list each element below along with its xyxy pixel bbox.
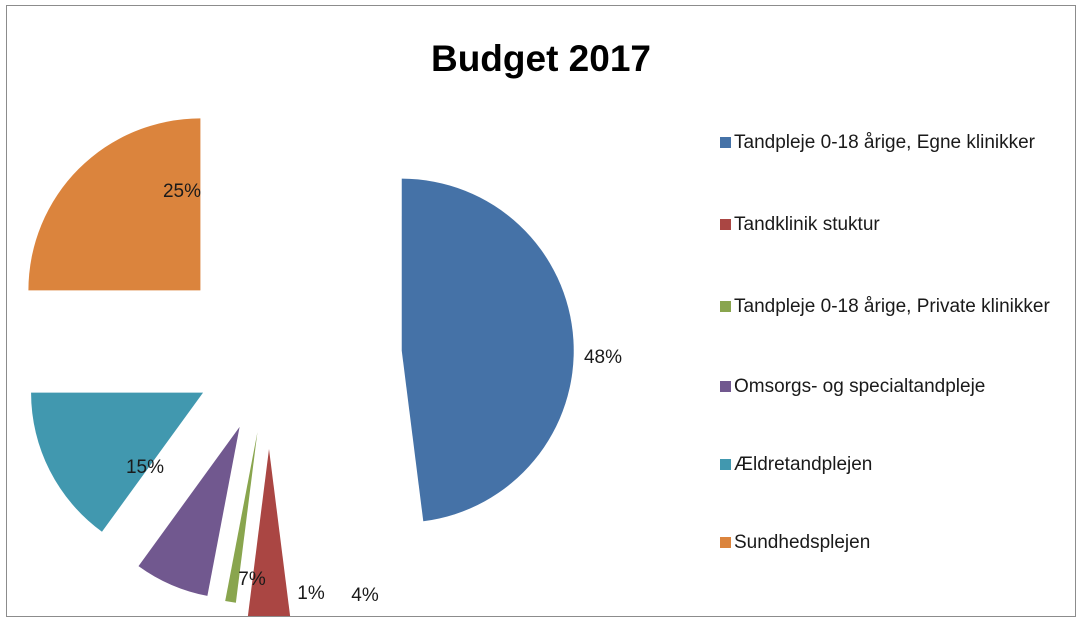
pie-slice-5 <box>31 392 204 532</box>
legend-item-6: Sundhedsplejen <box>720 530 1070 556</box>
legend-label: Tandpleje 0-18 årige, Private klinikker <box>734 296 1050 317</box>
pie-chart: 48% 4% 1% 7% 15% 25% <box>28 118 622 616</box>
legend-item-1: Tandpleje 0-18 årige, Egne klinikker <box>720 130 1070 156</box>
slice-label-5: 15% <box>126 457 164 478</box>
legend-swatch <box>720 459 731 470</box>
legend-label: Omsorgs- og specialtandpleje <box>734 376 986 397</box>
pie-slice-1 <box>401 178 574 522</box>
pie-slice-3 <box>225 432 258 603</box>
legend-item-3: Tandpleje 0-18 årige, Private klinikker <box>720 294 1070 320</box>
slice-label-2: 4% <box>351 585 379 606</box>
legend-label: Ældretandplejen <box>734 454 873 475</box>
chart-title: Budget 2017 <box>430 38 651 79</box>
legend-item-5: Ældretandplejen <box>720 452 1070 478</box>
legend-swatch <box>720 381 731 392</box>
slice-label-6: 25% <box>163 181 201 202</box>
chart-area: Budget 2017 48% 4% 1% 7% 15% 25% Tandpleje 0-… <box>6 5 1076 617</box>
legend-swatch <box>720 301 731 312</box>
slice-label-3: 1% <box>297 583 325 604</box>
slice-label-1: 48% <box>584 347 622 368</box>
legend-item-2: Tandklinik stuktur <box>720 212 1070 238</box>
pie-slice-4 <box>138 426 240 596</box>
legend-swatch <box>720 537 731 548</box>
legend-label: Sundhedsplejen <box>734 532 871 553</box>
legend-swatch <box>720 137 731 148</box>
legend-item-4: Omsorgs- og specialtandpleje <box>720 374 1070 400</box>
legend-swatch <box>720 219 731 230</box>
pie-slice-6 <box>28 118 201 291</box>
legend-label: Tandpleje 0-18 årige, Egne klinikker <box>734 132 1036 153</box>
legend-label: Tandklinik stuktur <box>734 214 880 235</box>
pie-slice-2 <box>247 449 291 616</box>
slice-label-4: 7% <box>238 569 266 590</box>
